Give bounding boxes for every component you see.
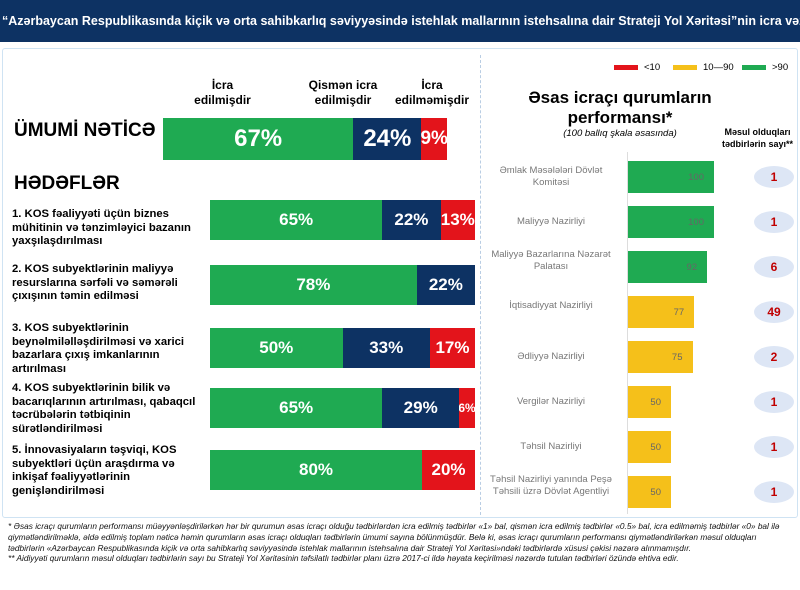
legend-label: >90 <box>772 62 789 73</box>
page-title: “Azərbaycan Respublikasında kiçik və ort… <box>0 0 800 42</box>
col-header-done: İcra edilmişdir <box>194 78 251 107</box>
stacked-bar: 50% 33% 17% <box>210 328 475 368</box>
bar-segment-not-done: 9% <box>421 118 447 160</box>
performance-bar: 75 <box>628 341 693 373</box>
goal-label: 2. KOS subyektlərinin maliyyə resursları… <box>12 263 178 302</box>
bar-segment-not-done: 13% <box>440 200 475 240</box>
legend-label: <10 <box>644 62 661 73</box>
performance-bar: 92 <box>628 251 708 283</box>
count-badge: 1 <box>754 481 794 503</box>
stacked-bar: 65% 22% 13% <box>210 200 475 240</box>
bar-segment-partial: 22% <box>382 200 441 240</box>
goal-label: 5. İnnovasiyaların təşviqi, KOS subyektl… <box>12 444 177 497</box>
bar-segment-partial: 22% <box>416 265 475 305</box>
goal-label: 3. KOS subyektlərinin beynəlmiləlləşdiri… <box>12 322 185 375</box>
performance-bar: 100 <box>628 206 714 238</box>
bar-segment-not-done: 20% <box>422 450 475 490</box>
content-panel <box>2 48 798 518</box>
count-badge: 49 <box>754 301 794 323</box>
count-badge: 1 <box>754 166 794 188</box>
performance-subtitle: (100 ballıq şkala əsasında) <box>563 128 677 139</box>
performance-bar: 100 <box>628 161 714 193</box>
legend-label: 10—90 <box>703 62 734 73</box>
bar-segment-partial: 24% <box>353 118 422 160</box>
divider <box>480 55 481 515</box>
org-label: Ədliyyə Nazirliyi <box>517 351 585 362</box>
footnote-1: * Əsas icraçı qurumların performansı müə… <box>8 521 780 553</box>
stacked-bar: 65% 29% 6% <box>210 388 475 428</box>
org-label: Təhsil Nazirliyi yanında Peşə Təhsili üz… <box>490 474 612 497</box>
stacked-bar: 80% 20% <box>210 450 475 490</box>
bar-segment-done: 80% <box>210 450 422 490</box>
legend-yellow: 10—90 <box>673 62 734 73</box>
col-header-partial: Qismən icra edilmişdir <box>308 78 378 107</box>
goal-label: 1. KOS fəaliyyəti üçün biznes mühitinin … <box>12 208 191 247</box>
org-label: Maliyyə Nazirliyi <box>516 216 586 227</box>
count-badge: 1 <box>754 436 794 458</box>
org-label: Vergilər Nazirliyi <box>516 396 586 407</box>
org-label: Əmlak Məsələləri Dövlət Komitəsi <box>499 165 603 188</box>
legend-red: <10 <box>614 62 660 73</box>
goals-title: HƏDƏFLƏR <box>14 173 120 194</box>
footnote-2: ** Aidiyyəti qurumların məsul olduqları … <box>8 553 679 564</box>
performance-title: Əsas icraçı qurumların performansı* <box>528 88 712 127</box>
bar-segment-done: 65% <box>210 388 383 428</box>
legend-green: >90 <box>742 62 788 73</box>
y-axis-line <box>627 152 628 514</box>
bar-segment-partial: 33% <box>342 328 430 368</box>
legend-swatch <box>742 65 766 70</box>
performance-bar: 77 <box>628 296 695 328</box>
bar-segment-done: 78% <box>210 265 417 305</box>
bar-segment-done: 67% <box>163 118 354 160</box>
performance-bar: 50 <box>628 431 671 463</box>
count-badge: 1 <box>754 391 794 413</box>
bar-segment-done: 50% <box>210 328 343 368</box>
org-label: Təhsil Nazirliyi <box>520 441 582 452</box>
count-header: Məsul olduqları tədbirlərin sayı** <box>721 127 794 149</box>
bar-segment-partial: 29% <box>382 388 460 428</box>
org-label: Maliyyə Bazarlarına Nəzarət Palatası <box>491 249 611 272</box>
legend-swatch <box>614 65 638 70</box>
goal-label: 4. KOS subyektlərinin bilik və bacarıqla… <box>12 382 196 435</box>
legend-swatch <box>673 65 697 70</box>
count-badge: 2 <box>754 346 794 368</box>
performance-bar: 50 <box>628 386 671 418</box>
overall-label: ÜMUMİ NƏTİCƏ <box>14 120 156 141</box>
col-header-not-done: İcra edilməmişdir <box>394 78 470 107</box>
count-badge: 1 <box>754 211 794 233</box>
bar-segment-done: 65% <box>210 200 383 240</box>
stacked-bar: 78% 22% <box>210 265 475 305</box>
org-label: İqtisadiyyat Nazirliyi <box>509 300 593 311</box>
bar-segment-not-done: 17% <box>429 328 475 368</box>
bar-segment-not-done: 6% <box>459 388 475 428</box>
performance-bar: 50 <box>628 476 671 508</box>
stacked-bar: 67% 24% 9% <box>163 118 447 160</box>
count-badge: 6 <box>754 256 794 278</box>
footnotes: * Əsas icraçı qurumların performansı müə… <box>8 521 792 564</box>
